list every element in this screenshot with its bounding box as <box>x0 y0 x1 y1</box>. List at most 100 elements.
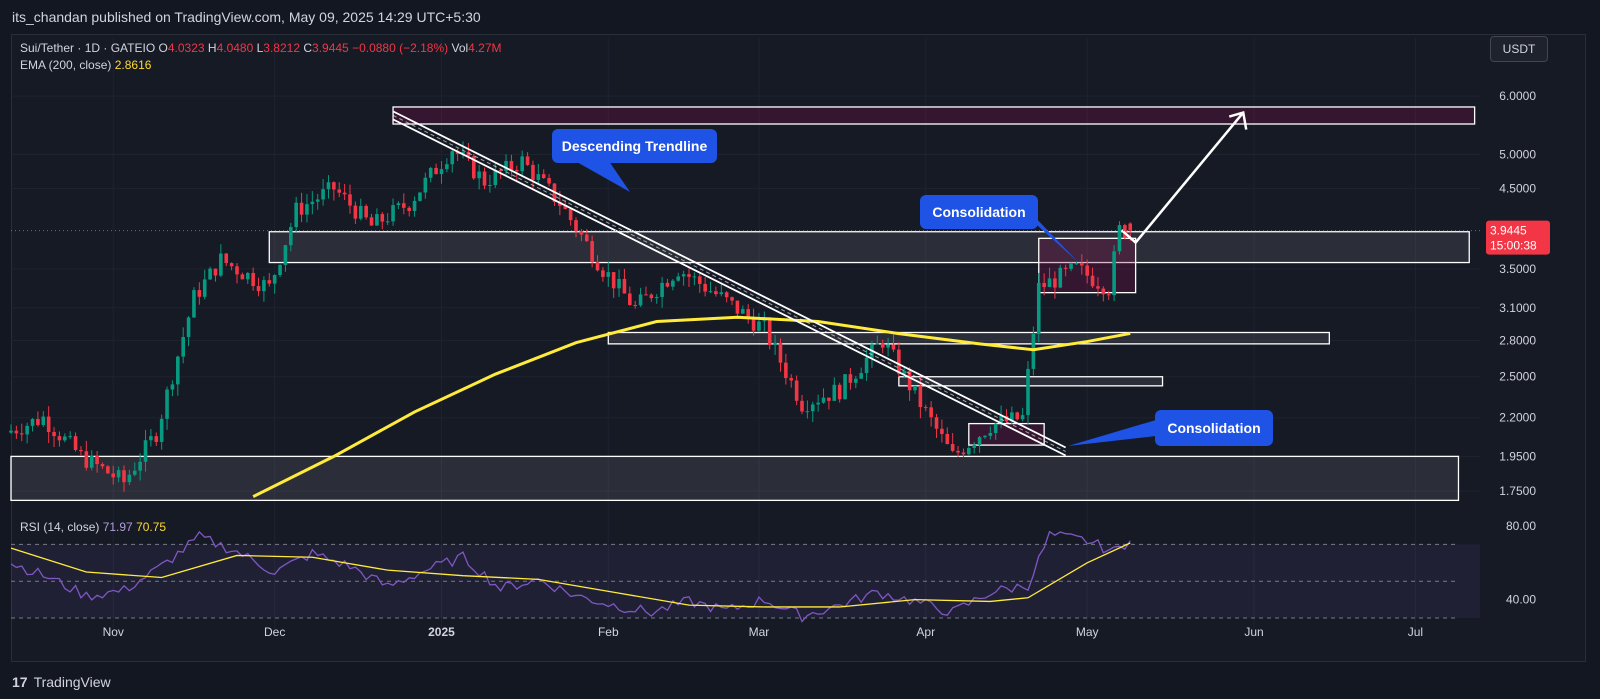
candle <box>385 221 390 223</box>
x-tick-label: Jul <box>1408 625 1423 639</box>
candle <box>654 296 659 299</box>
candle <box>46 416 51 433</box>
last-price-tag <box>1486 220 1550 255</box>
candle <box>63 436 67 441</box>
candle <box>229 263 234 267</box>
candle <box>907 370 912 391</box>
high-label: H <box>207 41 217 55</box>
candle <box>418 192 422 201</box>
candle <box>159 418 164 442</box>
candle <box>735 300 740 314</box>
candle <box>929 407 933 418</box>
candle <box>649 294 654 299</box>
candle <box>541 174 546 179</box>
ohlc-row: Sui/Tether · 1D · GATEIO O4.0323 H4.0480… <box>20 40 502 57</box>
ema-label[interactable]: EMA (200, close) <box>20 58 112 72</box>
candle <box>369 217 374 226</box>
candle <box>843 374 847 400</box>
candle <box>154 436 159 442</box>
candle <box>407 207 411 211</box>
low-value: 3.8212 <box>263 41 300 55</box>
y-tick-label: 3.1000 <box>1499 301 1536 315</box>
candle <box>789 378 794 381</box>
rsi-y-tick-label: 80.00 <box>1506 519 1536 533</box>
y-tick-label: 1.7500 <box>1499 484 1536 498</box>
tradingview-logo-icon: 17 <box>12 674 28 690</box>
publisher-text: its_chandan published on TradingView.com… <box>12 9 481 25</box>
candle <box>563 205 568 209</box>
candle <box>784 362 788 379</box>
candle <box>1069 263 1073 269</box>
candle <box>278 264 282 276</box>
candle <box>509 160 514 170</box>
candle <box>208 268 212 280</box>
candle <box>342 192 347 195</box>
candle <box>423 177 428 193</box>
y-tick-label: 5.0000 <box>1499 148 1536 162</box>
candle <box>149 436 153 441</box>
candle <box>127 474 132 483</box>
y-tick-label: 6.0000 <box>1499 89 1536 103</box>
header-bar: its_chandan published on TradingView.com… <box>0 0 1600 34</box>
candle <box>202 279 207 297</box>
currency-button[interactable]: USDT <box>1490 36 1548 62</box>
candle <box>224 253 229 264</box>
candle <box>611 272 616 289</box>
rsi-ma-line <box>10 542 1131 608</box>
x-tick-label: 2025 <box>428 625 455 639</box>
candle <box>762 320 767 322</box>
y-tick-label: 2.8000 <box>1499 333 1536 347</box>
candle <box>983 435 987 438</box>
x-tick-label: Feb <box>598 625 619 639</box>
candle <box>536 174 541 180</box>
candle <box>25 425 29 435</box>
chart-panel[interactable] <box>11 34 1586 662</box>
candle <box>68 436 72 438</box>
candle <box>601 270 605 277</box>
symbol-label[interactable]: Sui/Tether · 1D · GATEIO <box>20 41 156 55</box>
candle <box>213 268 218 276</box>
candle <box>1015 412 1020 420</box>
candle <box>272 275 277 284</box>
candle <box>493 169 498 186</box>
candle <box>708 291 713 293</box>
candle <box>730 297 734 301</box>
candle <box>1010 412 1014 422</box>
annotation-descending-trendline: Descending Trendline <box>552 129 717 163</box>
candle <box>364 206 368 218</box>
vol-value: 4.27M <box>468 41 502 55</box>
candle <box>262 280 266 292</box>
candle <box>219 253 223 276</box>
candle <box>703 283 707 292</box>
y-tick-label: 2.2000 <box>1499 411 1536 425</box>
candle <box>515 169 519 172</box>
descending-trendline <box>392 118 1067 457</box>
candle <box>353 205 358 219</box>
candle <box>751 317 756 331</box>
change-value: −0.0880 (−2.18%) <box>352 41 449 55</box>
candle <box>1128 223 1133 231</box>
candle <box>767 320 772 346</box>
candle <box>471 156 476 179</box>
rsi-label[interactable]: RSI (14, close) <box>20 520 100 534</box>
trendline-center <box>392 114 1066 452</box>
x-tick-label: Mar <box>749 625 770 639</box>
ema-200-line <box>252 315 1131 498</box>
x-tick-label: May <box>1076 625 1099 639</box>
candle <box>19 433 24 435</box>
candle <box>89 455 94 468</box>
candle <box>428 167 433 178</box>
candle <box>57 436 62 441</box>
candle <box>315 199 320 202</box>
descending-trendline <box>392 110 1067 449</box>
candle <box>1123 225 1127 238</box>
candle <box>886 344 890 348</box>
candle <box>138 461 142 471</box>
tradingview-logo[interactable]: 17 TradingView <box>12 674 111 690</box>
candle <box>746 309 750 318</box>
open-value: 4.0323 <box>167 41 205 55</box>
candle <box>170 384 175 390</box>
annotation-pointer <box>1068 420 1156 446</box>
candle <box>741 309 745 314</box>
